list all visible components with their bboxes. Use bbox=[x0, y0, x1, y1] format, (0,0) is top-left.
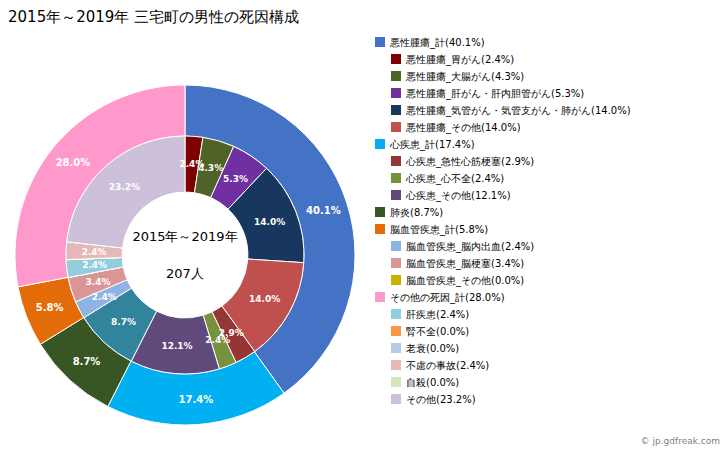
donut bbox=[15, 85, 355, 425]
legend-label: その他の死因_計(28.0%) bbox=[390, 292, 505, 304]
legend-label: 悪性腫瘍_計(40.1%) bbox=[389, 37, 485, 49]
legend-label: 心疾患_その他(12.1%) bbox=[405, 190, 511, 202]
center-text: 2015年～2019年 bbox=[132, 229, 237, 244]
legend-item: 脳血管疾患_脳内出血(2.4%) bbox=[391, 241, 534, 253]
data-label: 5.3% bbox=[223, 174, 248, 184]
legend-label: 悪性腫瘍_気管がん・気管支がん・肺がん(14.0%) bbox=[405, 105, 631, 117]
legend-swatch bbox=[391, 258, 401, 268]
data-label: 40.1% bbox=[306, 205, 341, 216]
legend-item: 脳血管疾患_その他(0.0%) bbox=[391, 275, 524, 287]
legend-swatch bbox=[391, 122, 401, 132]
ring bbox=[66, 136, 304, 374]
data-label: 8.7% bbox=[73, 356, 101, 367]
data-label: 23.2% bbox=[109, 182, 140, 192]
data-label: 14.0% bbox=[254, 217, 285, 227]
legend-swatch bbox=[391, 275, 401, 285]
legend-item: 心疾患_その他(12.1%) bbox=[391, 190, 511, 202]
legend-swatch bbox=[375, 207, 385, 217]
data-label: 2.4% bbox=[92, 292, 117, 302]
center-text: 207人 bbox=[166, 266, 204, 281]
legend-label: その他(23.2%) bbox=[406, 394, 476, 405]
legend-swatch bbox=[391, 241, 401, 251]
legend-swatch bbox=[391, 377, 401, 387]
legend-label: 肝疾患(2.4%) bbox=[406, 309, 469, 320]
legend-label: 老衰(0.0%) bbox=[406, 343, 459, 354]
legend-label: 心疾患_心不全(2.4%) bbox=[405, 173, 504, 185]
data-label: 14.0% bbox=[249, 294, 280, 304]
legend-label: 脳血管疾患_脳梗塞(3.4%) bbox=[406, 258, 524, 270]
legend-label: 自殺(0.0%) bbox=[406, 377, 459, 388]
legend-swatch bbox=[391, 71, 401, 81]
legend-item: 心疾患_心不全(2.4%) bbox=[391, 173, 504, 185]
legend-label: 心疾患_計(17.4%) bbox=[389, 139, 475, 151]
legend-item: 悪性腫瘍_計(40.1%) bbox=[375, 37, 485, 49]
legend-item: 悪性腫瘍_胃がん(2.4%) bbox=[391, 54, 514, 66]
legend-swatch bbox=[391, 173, 401, 183]
data-label: 2.4% bbox=[205, 335, 230, 345]
data-label: 12.1% bbox=[161, 341, 192, 351]
legend-item: 脳血管疾患_脳梗塞(3.4%) bbox=[391, 258, 524, 270]
legend-label: 悪性腫瘍_胃がん(2.4%) bbox=[405, 54, 514, 66]
ring bbox=[15, 85, 355, 425]
legend-label: 脳血管疾患_その他(0.0%) bbox=[406, 275, 524, 287]
legend-label: 不慮の事故(2.4%) bbox=[406, 360, 489, 371]
legend-swatch bbox=[391, 360, 401, 370]
legend-label: 悪性腫瘍_大腸がん(4.3%) bbox=[405, 71, 524, 83]
legend-item: 自殺(0.0%) bbox=[391, 377, 459, 388]
legend-item: 心疾患_急性心筋梗塞(2.9%) bbox=[391, 156, 534, 168]
legend-item: 不慮の事故(2.4%) bbox=[391, 360, 489, 371]
legend-item: 心疾患_計(17.4%) bbox=[375, 139, 475, 151]
legend-label: 脳血管疾患_脳内出血(2.4%) bbox=[406, 241, 534, 253]
legend-item: その他の死因_計(28.0%) bbox=[375, 292, 505, 304]
data-label: 17.4% bbox=[179, 394, 214, 405]
legend-swatch bbox=[391, 88, 401, 98]
legend-swatch bbox=[375, 292, 385, 302]
legend-item: 肝疾患(2.4%) bbox=[391, 309, 469, 320]
legend-label: 心疾患_急性心筋梗塞(2.9%) bbox=[405, 156, 534, 168]
data-label: 28.0% bbox=[56, 157, 91, 168]
slice bbox=[66, 257, 123, 277]
chart: 2015年～2019年 三宅町の男性の死因構成 40.1% 17.4% 8.7% 5.8… bbox=[0, 0, 728, 450]
data-label: 5.8% bbox=[36, 302, 64, 313]
legend-item: 腎不全(0.0%) bbox=[391, 326, 469, 337]
legend-item: 悪性腫瘍_肝がん・肝内胆管がん(5.3%) bbox=[391, 88, 584, 100]
source: © jp.gdfreak.com bbox=[641, 436, 720, 446]
legend-label: 悪性腫瘍_その他(14.0%) bbox=[405, 122, 521, 134]
slice bbox=[84, 288, 157, 361]
legend-swatch bbox=[375, 139, 385, 149]
legend: 悪性腫瘍_計(40.1%) 悪性腫瘍_胃がん(2.4%) 悪性腫瘍_大腸がん(4.3… bbox=[375, 37, 631, 405]
legend-item: 老衰(0.0%) bbox=[391, 343, 459, 354]
data-label: 2.4% bbox=[82, 260, 107, 270]
legend-swatch bbox=[391, 54, 401, 64]
title: 2015年～2019年 三宅町の男性の死因構成 bbox=[8, 8, 299, 26]
legend-swatch bbox=[375, 37, 385, 47]
legend-swatch bbox=[391, 343, 401, 353]
legend-label: 脳血管疾患_計(5.8%) bbox=[390, 224, 488, 236]
legend-swatch bbox=[375, 224, 385, 234]
legend-item: 悪性腫瘍_大腸がん(4.3%) bbox=[391, 71, 524, 83]
legend-swatch bbox=[391, 105, 401, 115]
data-label: 8.7% bbox=[111, 317, 136, 327]
legend-label: 肺炎(8.7%) bbox=[390, 207, 443, 218]
legend-item: その他(23.2%) bbox=[391, 394, 476, 405]
legend-swatch bbox=[391, 326, 401, 336]
legend-label: 腎不全(0.0%) bbox=[406, 326, 469, 337]
legend-swatch bbox=[391, 190, 401, 200]
legend-item: 悪性腫瘍_気管がん・気管支がん・肺がん(14.0%) bbox=[391, 105, 631, 117]
data-labels: 40.1% 17.4% 8.7% 5.8% 28.0% 2.4% 4.3%5.3% 14.0%… bbox=[36, 157, 341, 406]
legend-swatch bbox=[391, 156, 401, 166]
legend-item: 脳血管疾患_計(5.8%) bbox=[375, 224, 488, 236]
legend-item: 悪性腫瘍_その他(14.0%) bbox=[391, 122, 521, 134]
legend-item: 肺炎(8.7%) bbox=[375, 207, 443, 218]
data-label: 2.4% bbox=[82, 247, 107, 257]
legend-swatch bbox=[391, 394, 401, 404]
data-label: 3.4% bbox=[86, 277, 111, 287]
data-label: 4.3% bbox=[198, 163, 223, 173]
legend-swatch bbox=[391, 309, 401, 319]
legend-label: 悪性腫瘍_肝がん・肝内胆管がん(5.3%) bbox=[405, 88, 584, 100]
slice bbox=[15, 85, 185, 287]
